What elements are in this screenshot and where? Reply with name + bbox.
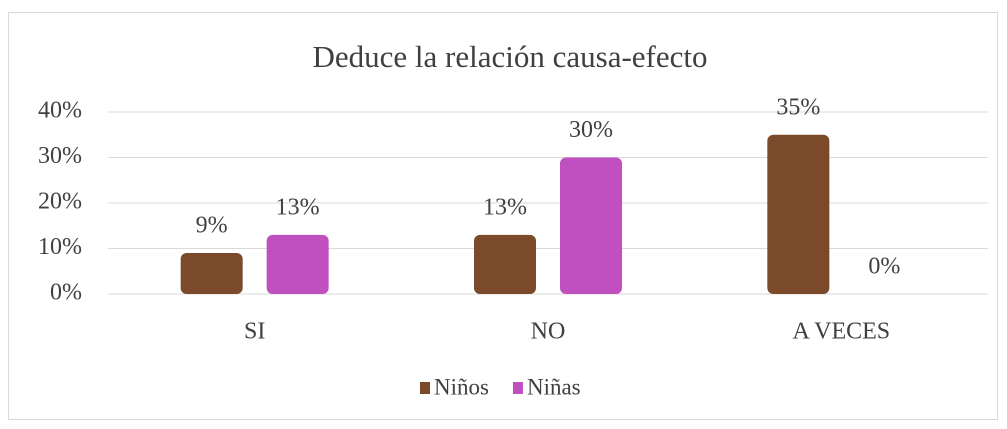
legend-label: Niños: [434, 374, 489, 399]
x-tick-label: NO: [531, 319, 566, 345]
x-tick-label: A VECES: [793, 319, 891, 345]
y-tick-label: 20%: [38, 189, 82, 215]
y-tick-label: 0%: [50, 280, 82, 306]
bar: [180, 253, 243, 294]
value-label: 13%: [483, 194, 527, 220]
chart-title: Deduce la relación causa-efecto: [313, 39, 708, 74]
bar: [560, 157, 622, 294]
value-label: 0%: [868, 254, 900, 280]
y-tick-label: 40%: [38, 98, 82, 124]
bar: [474, 234, 536, 294]
value-label: 35%: [776, 94, 820, 120]
y-tick-label: 10%: [38, 234, 82, 260]
value-label: 13%: [276, 194, 320, 220]
value-label: 9%: [196, 213, 228, 239]
value-label: 30%: [569, 117, 613, 143]
legend-marker: [512, 382, 523, 394]
chart-border: [8, 12, 998, 420]
legend-marker: [420, 382, 430, 394]
x-tick-label: SI: [244, 319, 265, 345]
bar: [767, 134, 830, 294]
bar: [266, 234, 329, 294]
legend-label: Niñas: [527, 374, 581, 399]
y-tick-label: 30%: [38, 143, 82, 169]
